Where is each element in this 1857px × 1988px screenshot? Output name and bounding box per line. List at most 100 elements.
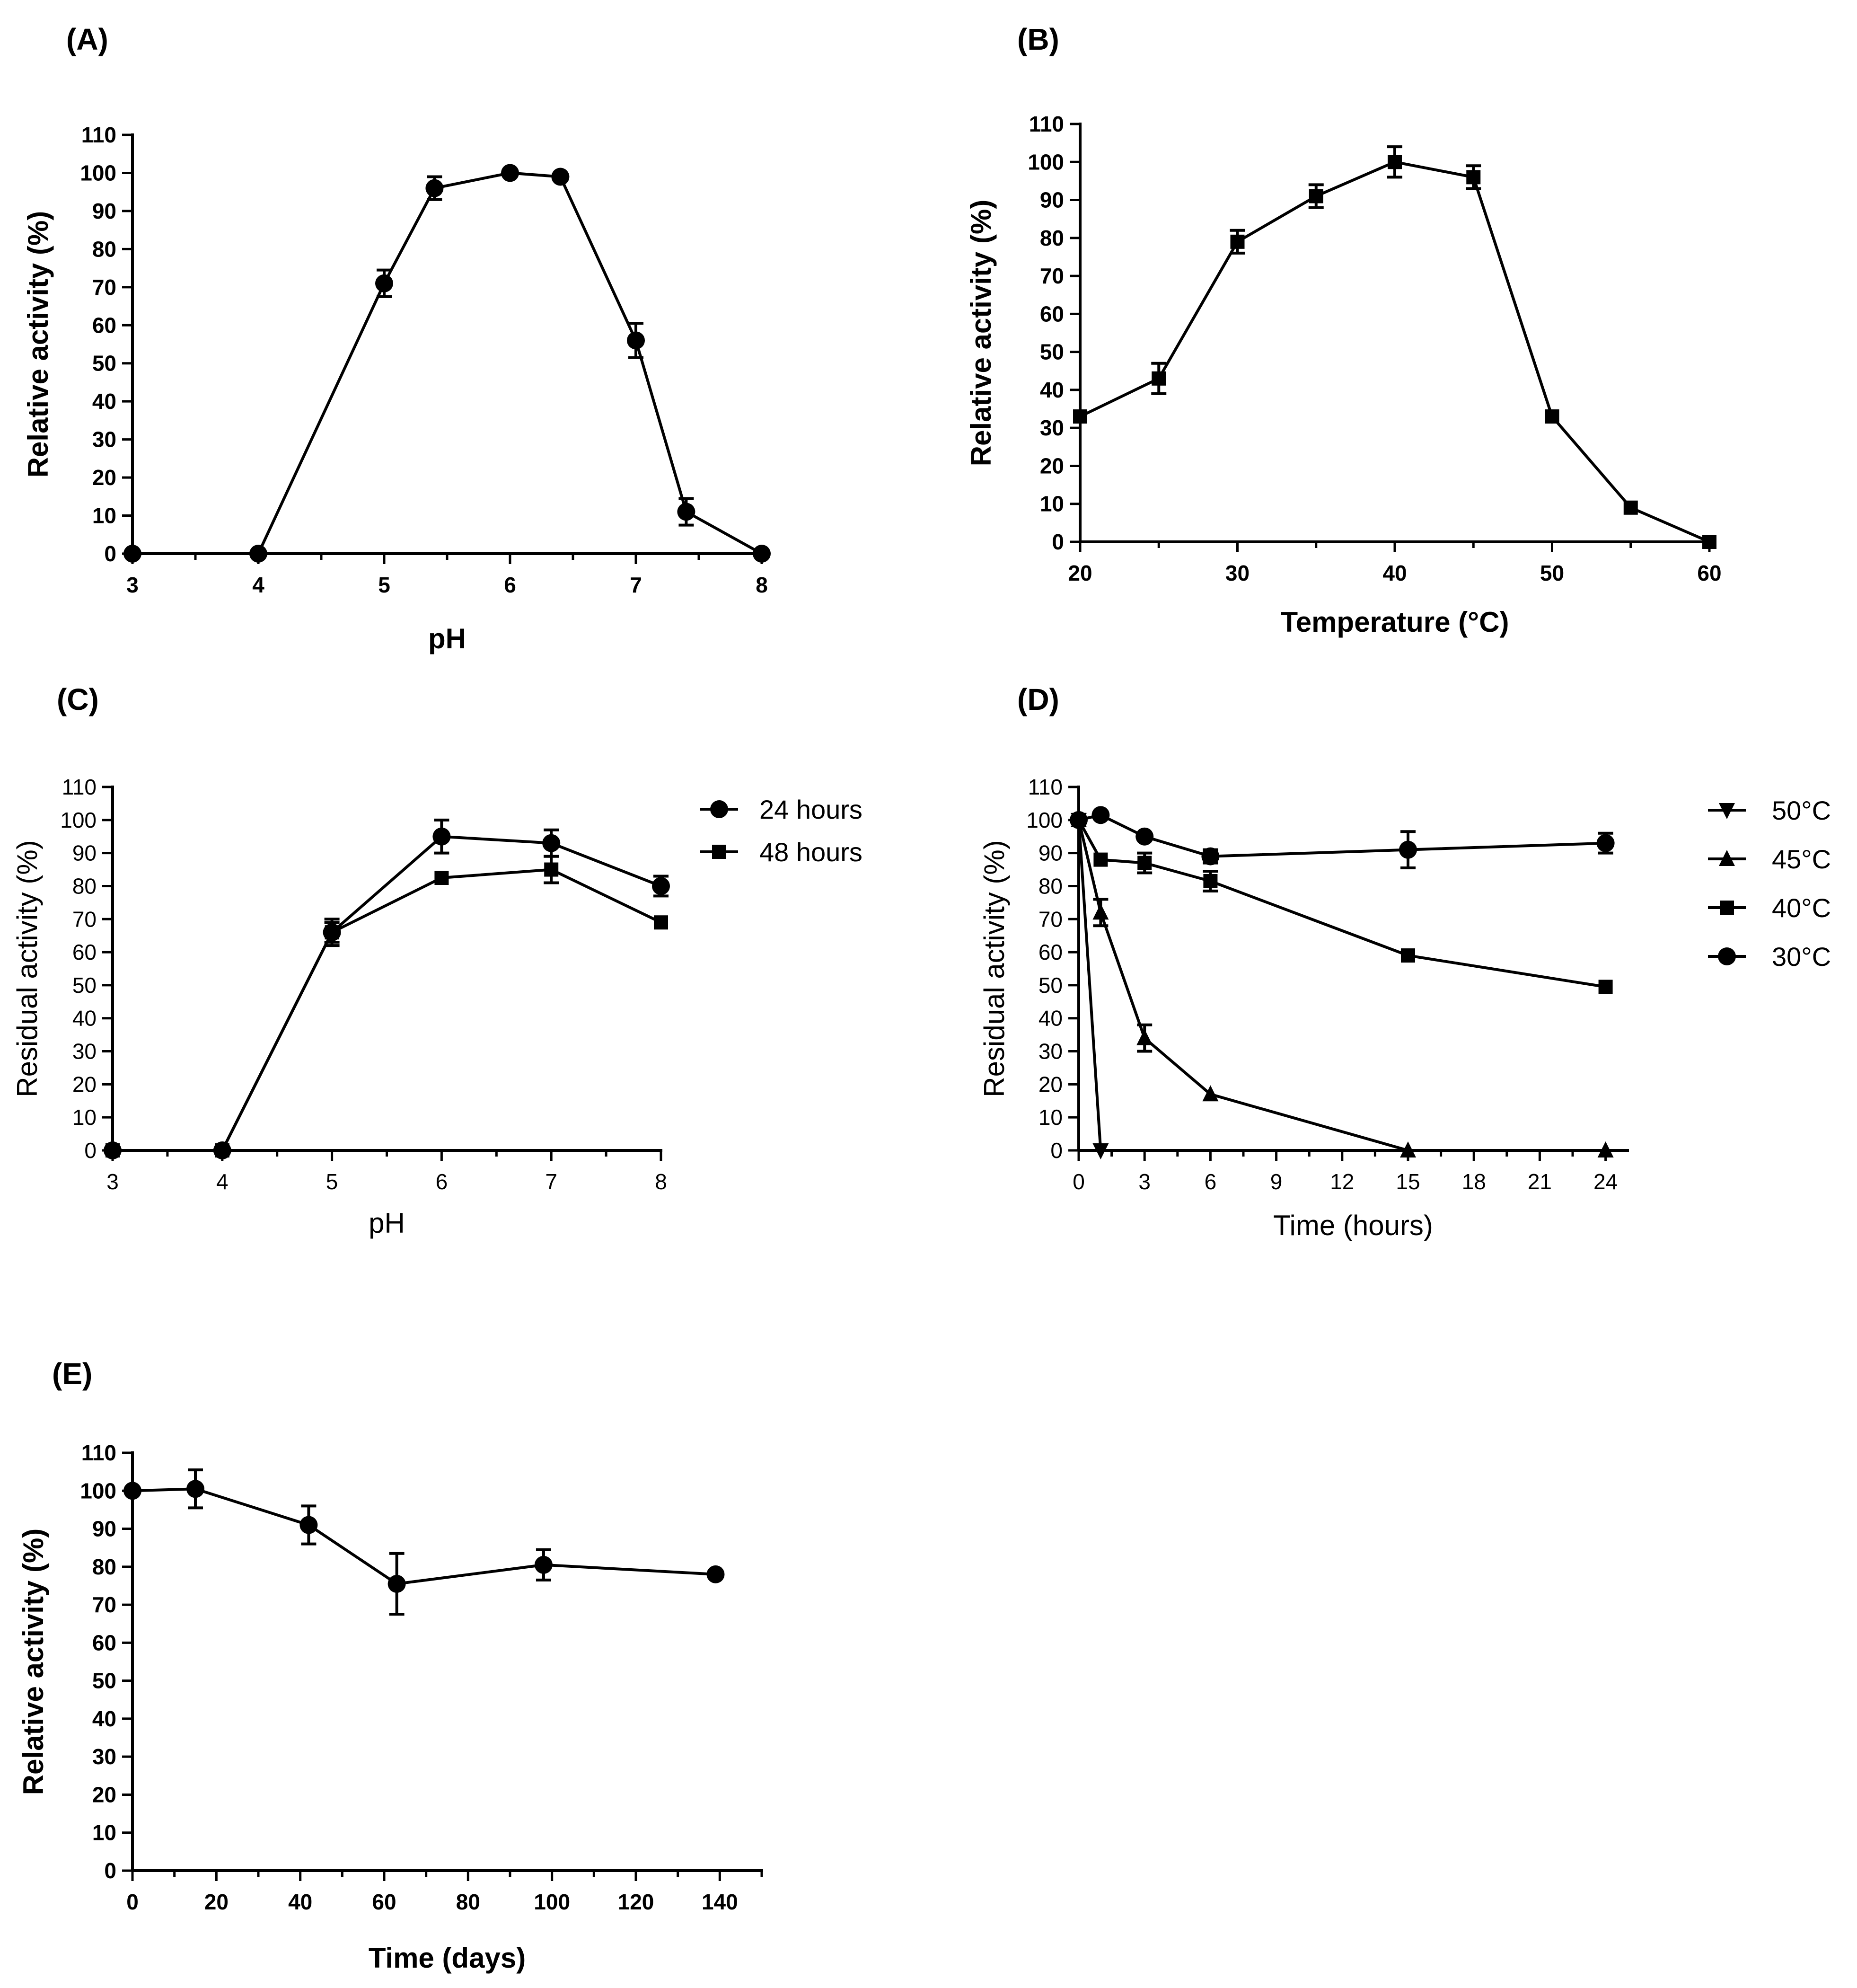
y-tick-label: 20 xyxy=(1040,453,1064,478)
y-tick-label: 100 xyxy=(80,1478,116,1503)
data-point xyxy=(186,1480,204,1498)
data-point xyxy=(249,545,267,563)
y-tick-label: 20 xyxy=(72,1072,97,1096)
data-point xyxy=(1401,948,1415,963)
y-tick-label: 20 xyxy=(1039,1072,1063,1096)
y-tick-label: 70 xyxy=(92,275,116,300)
y-tick-label: 100 xyxy=(80,160,116,185)
x-tick-label: 60 xyxy=(372,1890,396,1914)
y-tick-label: 100 xyxy=(1028,150,1064,174)
data-point xyxy=(1399,840,1417,859)
legend-marker xyxy=(710,800,728,818)
legend-marker xyxy=(1719,850,1735,866)
legend-entry: 45°C xyxy=(1708,844,1831,874)
legend-marker xyxy=(1719,803,1735,819)
data-point xyxy=(375,274,393,292)
x-tick-label: 5 xyxy=(326,1169,338,1194)
y-tick-label: 100 xyxy=(1026,808,1063,832)
panel-letter: (C) xyxy=(57,682,99,716)
data-point xyxy=(215,1143,229,1157)
y-tick-label: 80 xyxy=(1040,226,1064,250)
y-tick-label: 80 xyxy=(92,1555,116,1579)
chart-panel: (A) 0 10 20 30 40 50 60 70 80 90 100 110 3 4 5 6 7 8 pH Rela… xyxy=(22,22,771,654)
series xyxy=(104,818,670,1159)
data-point xyxy=(544,862,559,877)
x-axis-title: Time (days) xyxy=(369,1942,526,1974)
chart-panel: (C) 0 10 20 30 40 50 60 70 80 90 100 110 3 4 5 6 7 8 pH Resi… xyxy=(11,682,862,1239)
x-tick-label: 9 xyxy=(1270,1169,1283,1194)
y-tick-label: 40 xyxy=(72,1006,97,1031)
data-point xyxy=(106,1143,120,1157)
data-point xyxy=(501,164,519,182)
data-point xyxy=(325,925,339,940)
data-point xyxy=(1091,806,1110,824)
legend-entry: 50°C xyxy=(1708,795,1831,825)
y-tick-label: 0 xyxy=(1052,530,1064,554)
y-tick-label: 30 xyxy=(1039,1039,1063,1064)
data-point xyxy=(1623,500,1638,515)
y-tick-label: 80 xyxy=(92,237,116,261)
legend-entry: 30°C xyxy=(1708,942,1831,972)
data-point xyxy=(299,1516,318,1534)
y-tick-label: 20 xyxy=(92,1782,116,1807)
series-line xyxy=(1079,160,1710,543)
panel-letter: (B) xyxy=(1017,22,1059,56)
y-tick-label: 110 xyxy=(81,123,116,147)
y-tick-label: 90 xyxy=(1040,188,1064,212)
y-tick-label: 40 xyxy=(92,389,116,414)
x-tick-label: 0 xyxy=(1073,1169,1085,1194)
data-point xyxy=(654,915,668,930)
y-axis-title: Relative activity (%) xyxy=(965,200,997,467)
y-tick-label: 70 xyxy=(72,907,97,931)
y-tick-label: 110 xyxy=(1028,775,1063,799)
x-tick-label: 100 xyxy=(534,1890,570,1914)
y-tick-label: 60 xyxy=(1040,301,1064,326)
data-point xyxy=(677,503,695,521)
data-point xyxy=(706,1565,725,1583)
legend-label: 30°C xyxy=(1772,942,1831,972)
y-tick-label: 90 xyxy=(92,1517,116,1541)
data-point xyxy=(1309,189,1323,203)
chart-panel: (D) 0 10 20 30 40 50 60 70 80 90 100 110 0 3 6 9 12 15 18 21… xyxy=(978,682,1831,1241)
x-tick-label: 18 xyxy=(1462,1169,1486,1194)
series xyxy=(1070,806,1615,870)
data-point xyxy=(1596,834,1615,852)
x-axis-title: pH xyxy=(369,1207,405,1239)
y-tick-label: 110 xyxy=(1029,112,1064,136)
x-tick-label: 60 xyxy=(1697,561,1721,585)
series-line xyxy=(1077,820,1606,1152)
legend-label: 50°C xyxy=(1772,795,1831,825)
x-axis-title: Time (hours) xyxy=(1273,1210,1433,1241)
y-tick-label: 60 xyxy=(92,313,116,337)
x-tick-label: 0 xyxy=(126,1890,139,1914)
legend-marker xyxy=(1720,901,1734,915)
x-tick-label: 15 xyxy=(1396,1169,1420,1194)
legend-label: 24 hours xyxy=(759,795,862,824)
y-tick-label: 30 xyxy=(1040,415,1064,440)
panel-letter: (D) xyxy=(1017,682,1059,716)
series-line xyxy=(1077,820,1102,1151)
data-point xyxy=(1202,1085,1219,1102)
x-tick-label: 4 xyxy=(216,1169,229,1194)
y-tick-label: 30 xyxy=(72,1039,97,1064)
y-tick-label: 10 xyxy=(92,504,116,528)
panel-letter: (A) xyxy=(66,22,108,56)
x-tick-label: 120 xyxy=(618,1890,654,1914)
x-tick-label: 20 xyxy=(1068,561,1092,585)
x-tick-label: 12 xyxy=(1330,1169,1354,1194)
y-tick-label: 10 xyxy=(1039,1105,1063,1130)
x-tick-label: 7 xyxy=(630,573,642,597)
data-point xyxy=(1093,852,1108,867)
y-tick-label: 30 xyxy=(92,1744,116,1769)
y-tick-label: 10 xyxy=(1040,492,1064,516)
data-point xyxy=(1070,811,1088,829)
x-tick-label: 3 xyxy=(1138,1169,1151,1194)
y-tick-label: 70 xyxy=(1039,907,1063,931)
x-tick-label: 5 xyxy=(378,573,390,597)
data-point xyxy=(1598,980,1613,994)
y-tick-label: 20 xyxy=(92,465,116,490)
data-point xyxy=(551,168,570,186)
data-point xyxy=(1135,827,1154,846)
series-line xyxy=(1078,813,1606,858)
